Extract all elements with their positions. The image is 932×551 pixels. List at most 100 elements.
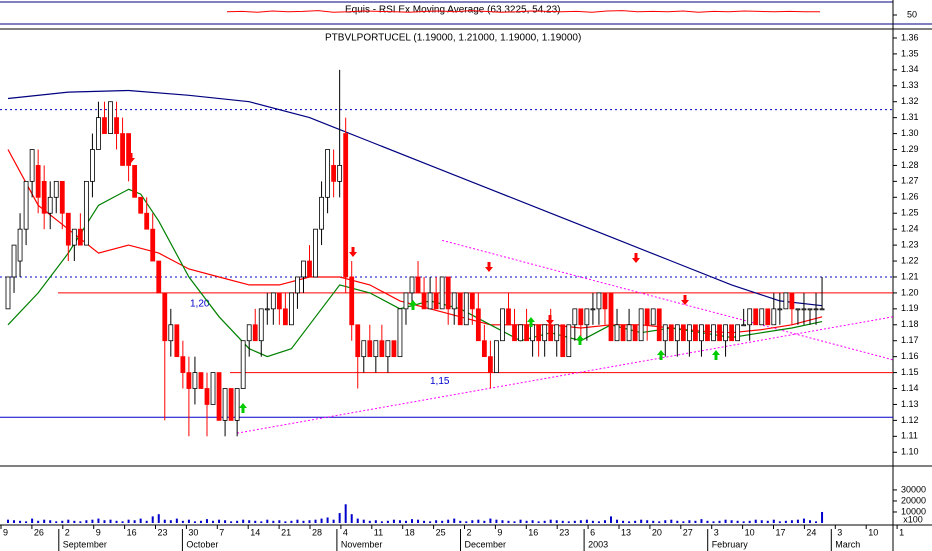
volume-bar <box>507 520 510 523</box>
x-tick-label: 2 <box>65 527 70 537</box>
volume-bar <box>326 517 329 523</box>
volume-tick-label: 30000 <box>901 484 926 494</box>
candle-body <box>433 292 439 310</box>
volume-bar <box>187 519 190 523</box>
candle-body <box>608 292 614 342</box>
volume-bar <box>344 504 347 523</box>
x-tick-label: 23 <box>559 527 569 537</box>
candle-body <box>144 212 150 230</box>
volume-bar <box>796 519 799 523</box>
candle-body <box>138 196 144 214</box>
volume-bar <box>585 519 588 523</box>
volume-bar <box>175 518 178 523</box>
volume-bar <box>543 520 546 523</box>
volume-bar <box>121 521 124 523</box>
candle-body <box>5 276 11 310</box>
x-tick-label: 24 <box>806 527 816 537</box>
volume-bar <box>91 519 94 523</box>
candle-body <box>807 308 813 311</box>
volume-bar <box>133 520 136 523</box>
volume-bar <box>622 520 625 523</box>
y-tick-label: 1.15 <box>901 367 919 377</box>
volume-bar <box>356 518 359 523</box>
volume-bar <box>157 514 160 523</box>
volume-bar <box>248 520 251 523</box>
candle-body <box>512 324 517 342</box>
volume-bar <box>760 520 763 523</box>
volume-bar <box>603 520 606 523</box>
x-tick-label: 9 <box>96 527 101 537</box>
volume-bar <box>266 519 269 523</box>
volume-bar <box>742 521 745 523</box>
volume-bar <box>435 520 438 523</box>
x-tick-label: 1 <box>899 527 904 537</box>
candle-body <box>699 324 704 342</box>
x-tick-label: 3 <box>837 527 842 537</box>
volume-bar <box>290 520 293 523</box>
volume-bar <box>736 520 739 523</box>
candle-body <box>723 324 728 342</box>
candle-body <box>102 117 107 134</box>
signal-arrow <box>546 315 554 325</box>
candle-body <box>59 180 65 214</box>
month-label: December <box>465 539 507 549</box>
month-label: March <box>835 539 860 549</box>
volume-bar <box>483 520 486 523</box>
volume-bar <box>205 519 208 523</box>
x-tick-label: 9 <box>3 527 8 537</box>
candle-body <box>614 324 620 342</box>
volume-bar <box>151 516 154 523</box>
candle-body <box>596 292 602 310</box>
volume-bar <box>236 520 239 523</box>
volume-bar <box>766 520 769 523</box>
y-tick-label: 1.26 <box>901 192 919 202</box>
candle-body <box>457 292 463 326</box>
candle-body <box>439 276 445 310</box>
volume-bar <box>398 520 401 523</box>
candle-body <box>29 149 35 182</box>
volume-bar <box>19 520 22 523</box>
candle-body <box>391 340 397 358</box>
x-tick-label: 3 <box>714 527 719 537</box>
volume-bar <box>561 520 564 523</box>
candle-body <box>801 308 807 311</box>
x-tick-label: 10 <box>745 527 755 537</box>
volume-bar <box>513 521 516 523</box>
y-tick-label: 1.14 <box>901 383 919 393</box>
y-tick-label: 1.20 <box>901 287 919 297</box>
signal-arrow <box>485 262 493 272</box>
candle-body <box>23 180 29 230</box>
candle-body <box>741 324 747 327</box>
volume-bar <box>139 518 142 523</box>
x-tick-label: 28 <box>312 527 322 537</box>
y-tick-label: 1.36 <box>901 32 919 42</box>
candle-body <box>126 133 131 166</box>
volume-bar <box>404 520 407 523</box>
candle-body <box>475 308 481 342</box>
candle-body <box>258 308 264 342</box>
volume-bar <box>501 520 504 523</box>
volume-bar <box>573 520 576 523</box>
month-label: September <box>63 539 107 549</box>
x-tick-label: 30 <box>188 527 198 537</box>
candle-body <box>481 340 487 358</box>
x-tick-label: 13 <box>621 527 631 537</box>
y-tick-label: 1.11 <box>901 431 918 441</box>
volume-bar <box>224 520 227 523</box>
volume-bar <box>218 519 221 523</box>
y-tick-label: 1.25 <box>901 208 919 218</box>
volume-bar <box>169 520 172 523</box>
candle-body <box>47 196 53 214</box>
volume-bar <box>610 516 612 523</box>
signal-arrow <box>657 350 665 360</box>
candle-body <box>487 356 493 373</box>
candle-body <box>108 101 113 134</box>
candle-body <box>451 292 457 310</box>
candle-body <box>132 165 138 198</box>
volume-bar <box>808 520 811 523</box>
volume-bar <box>489 518 492 523</box>
signal-arrow <box>712 350 720 360</box>
volume-bar <box>658 521 661 523</box>
candle-body <box>542 324 548 342</box>
y-tick-label: 1.16 <box>901 351 919 361</box>
